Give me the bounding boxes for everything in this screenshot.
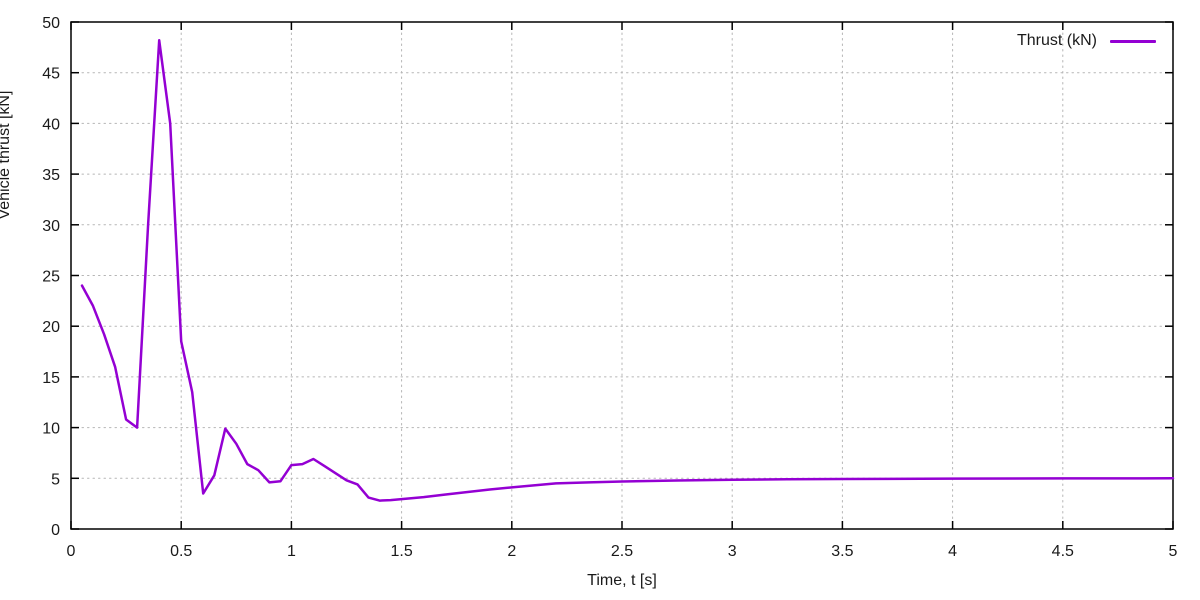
x-tick-label: 0.5 [170,543,192,560]
thrust-line [80,39,1175,502]
y-tick-label: 35 [42,167,60,184]
y-tick-label: 15 [42,370,60,387]
y-tick-label: 45 [42,66,60,83]
x-tick-label: 4 [948,543,957,560]
legend-label: Thrust (kN) [1017,32,1097,49]
x-tick-label: 5 [1169,543,1178,560]
y-tick-label: 5 [51,471,60,488]
x-axis-label: Time, t [s] [587,572,657,589]
y-tick-label: 40 [42,116,60,133]
y-tick-label: 50 [42,15,60,32]
x-tick-label: 0 [67,543,76,560]
plot-border [70,21,1174,530]
x-tick-label: 2 [507,543,516,560]
y-tick-label: 25 [42,269,60,286]
y-tick-label: 30 [42,218,60,235]
legend: Thrust (kN) [1017,33,1156,49]
y-tick-label: 0 [51,522,60,539]
y-tick-label: 10 [42,421,60,438]
x-tick-label: 1.5 [390,543,412,560]
x-tick-label: 2.5 [611,543,633,560]
x-tick-label: 3.5 [831,543,853,560]
y-axis-label: Vehicle thrust [kN] [0,90,13,220]
gridlines [70,21,1174,530]
legend-line-swatch [1110,39,1156,43]
x-tick-label: 3 [728,543,737,560]
x-tick-label: 4.5 [1052,543,1074,560]
x-tick-label: 1 [287,543,296,560]
y-tick-label: 20 [42,319,60,336]
